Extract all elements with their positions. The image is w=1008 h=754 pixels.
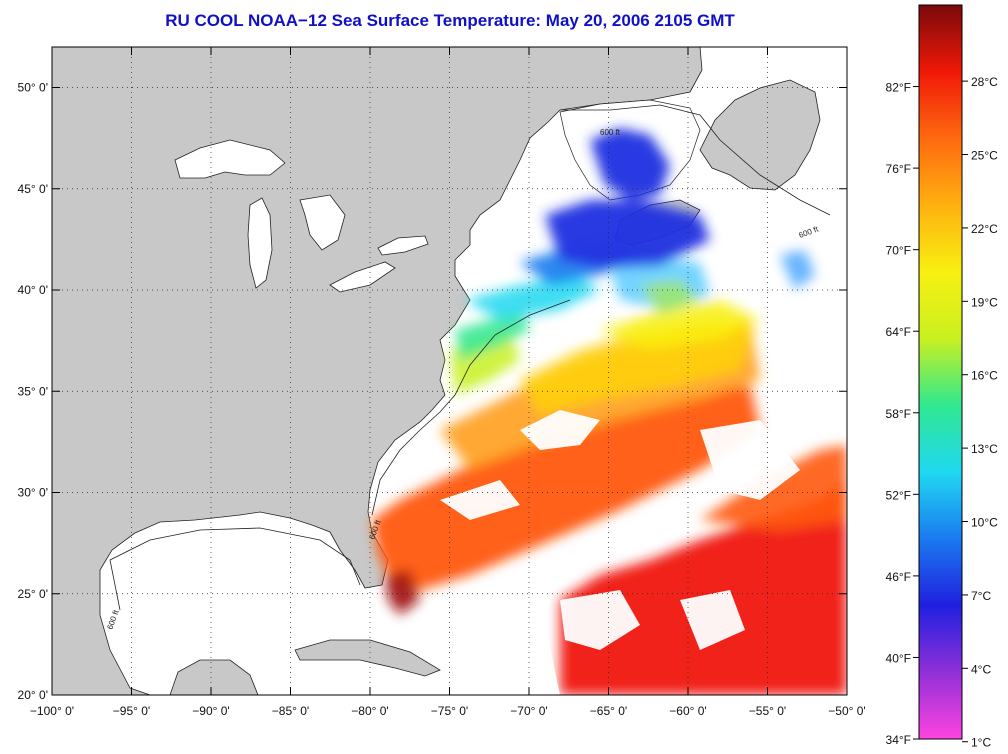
colorbar-ticks: 82°F 76°F 70°F 64°F 58°F 52°F 46°F 40°F 34°F 28°C…: [886, 75, 999, 750]
colorbar-f-label: 58°F: [886, 407, 911, 421]
lat-tick-label: 30° 0': [18, 486, 48, 500]
lake-superior: [174, 139, 286, 179]
colorbar-c-label: 1°C: [971, 736, 991, 750]
lon-tick-label: −70° 0': [510, 704, 547, 718]
colorbar-c-label: 16°C: [971, 369, 998, 383]
lon-tick-label: −50° 0': [828, 704, 865, 718]
lon-tick-label: −95° 0': [113, 704, 150, 718]
lat-tick-label: 50° 0': [18, 81, 48, 95]
lat-tick-label: 20° 0': [18, 688, 48, 702]
lon-tick-label: −75° 0': [431, 704, 468, 718]
land-north-america: [52, 47, 703, 695]
land-yucatan: [169, 659, 259, 695]
land-cuba: [294, 639, 441, 677]
latitude-axis: 20° 0' 25° 0' 30° 0' 35° 0' 40° 0' 45° 0' 50° …: [18, 81, 48, 703]
colorbar-c-label: 13°C: [971, 442, 998, 456]
map-title: RU COOL NOAA−12 Sea Surface Temperature:…: [165, 11, 735, 30]
colorbar-c-label: 4°C: [971, 662, 991, 676]
colorbar-f-label: 40°F: [886, 651, 911, 665]
lat-tick-label: 40° 0': [18, 283, 48, 297]
lon-tick-label: −65° 0': [590, 704, 627, 718]
colorbar-f-label: 52°F: [886, 488, 911, 502]
lat-tick-label: 45° 0': [18, 182, 48, 196]
lat-tick-label: 35° 0': [18, 384, 48, 398]
lon-tick-label: −80° 0': [351, 704, 388, 718]
colorbar-c-label: 7°C: [971, 589, 991, 603]
lon-tick-label: −55° 0': [749, 704, 786, 718]
colorbar-f-label: 46°F: [886, 570, 911, 584]
colorbar-c-label: 28°C: [971, 75, 998, 89]
contour-label-stlawrence: 600 ft: [600, 128, 621, 137]
colorbar: 82°F 76°F 70°F 64°F 58°F 52°F 46°F 40°F 34°F 28°C…: [886, 4, 999, 750]
colorbar-f-label: 70°F: [886, 244, 911, 258]
lake-ontario: [377, 235, 429, 256]
lake-huron: [299, 194, 346, 251]
colorbar-bar: [918, 4, 963, 740]
lon-tick-label: −60° 0': [669, 704, 706, 718]
sst-field: [372, 128, 847, 695]
colorbar-c-label: 19°C: [971, 295, 998, 309]
colorbar-c-label: 22°C: [971, 222, 998, 236]
cloud-cover: [440, 410, 800, 695]
land-newfoundland: [699, 79, 821, 191]
colorbar-f-label: 64°F: [886, 325, 911, 339]
map-panel: 600 ft 600 ft 600 ft 600 ft −100° 0' −95°…: [18, 46, 866, 718]
lat-lon-grid: [52, 47, 847, 696]
lake-erie: [329, 261, 396, 293]
colorbar-f-label: 34°F: [886, 733, 911, 747]
depth-contour: [109, 104, 831, 611]
lake-michigan: [247, 197, 273, 289]
longitude-axis: −100° 0' −95° 0' −90° 0' −85° 0' −80° 0' −75°…: [30, 704, 866, 718]
lat-tick-label: 25° 0': [18, 587, 48, 601]
lon-tick-label: −85° 0': [272, 704, 309, 718]
axis-ticks: [51, 47, 848, 696]
colorbar-c-label: 25°C: [971, 149, 998, 163]
lon-tick-label: −100° 0': [30, 704, 74, 718]
colorbar-f-label: 82°F: [886, 81, 911, 95]
lon-tick-label: −90° 0': [192, 704, 229, 718]
colorbar-f-label: 76°F: [886, 162, 911, 176]
colorbar-c-label: 10°C: [971, 516, 998, 530]
